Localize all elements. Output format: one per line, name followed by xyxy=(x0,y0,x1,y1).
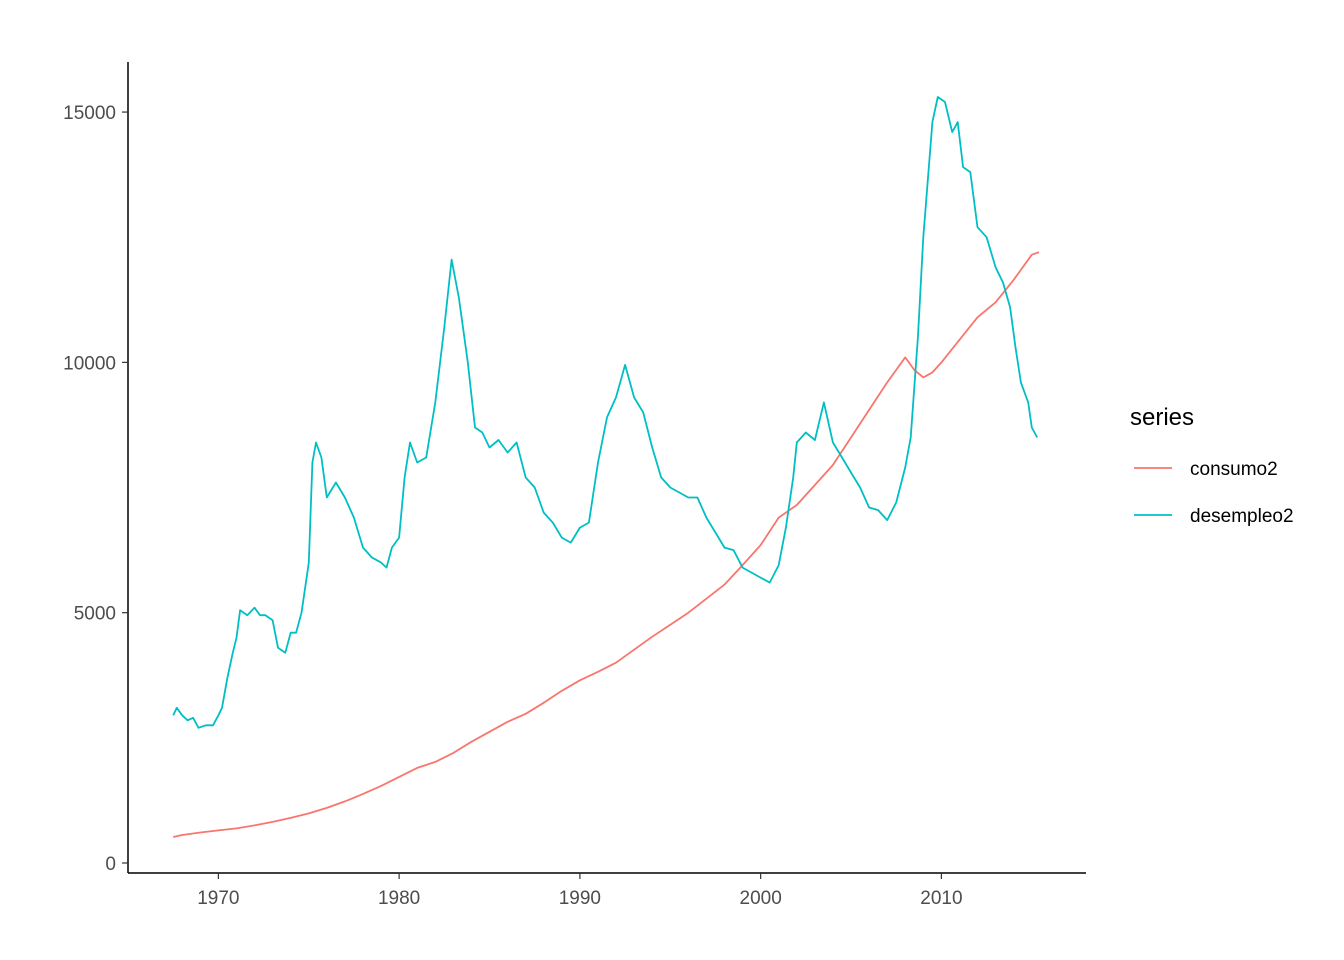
y-tick-label: 5000 xyxy=(74,604,116,625)
x-tick-label: 1990 xyxy=(559,888,601,909)
x-tick-label: 1970 xyxy=(197,888,239,909)
x-tick-label: 2010 xyxy=(920,888,962,909)
series-line-consumo2 xyxy=(173,251,1040,838)
plot-series-group xyxy=(172,96,1040,838)
legend-title: series xyxy=(1130,404,1194,431)
x-tick-label: 1980 xyxy=(378,888,420,909)
legend-items: consumo2 desempleo2 xyxy=(1134,459,1294,527)
axes-group: 0 5000 10000 15000 1970 1980 1990 2000 2010 xyxy=(63,62,1086,909)
legend-label-desempleo2: desempleo2 xyxy=(1190,506,1294,527)
y-axis-ticks: 0 5000 10000 15000 xyxy=(63,103,128,875)
legend-label-consumo2: consumo2 xyxy=(1190,459,1278,480)
legend: series consumo2 desempleo2 xyxy=(1130,404,1294,527)
series-line-desempleo2 xyxy=(172,96,1038,729)
x-axis-ticks: 1970 1980 1990 2000 2010 xyxy=(197,873,963,909)
y-tick-label: 0 xyxy=(105,854,116,875)
y-tick-label: 15000 xyxy=(63,103,116,124)
x-tick-label: 2000 xyxy=(740,888,782,909)
y-tick-label: 10000 xyxy=(63,353,116,374)
